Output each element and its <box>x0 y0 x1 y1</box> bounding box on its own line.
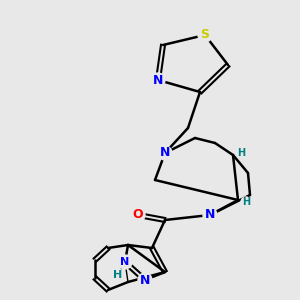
Text: N: N <box>140 274 150 286</box>
Text: O: O <box>133 208 143 221</box>
Circle shape <box>151 73 165 87</box>
Text: N: N <box>120 257 130 267</box>
Text: N: N <box>153 74 163 86</box>
Circle shape <box>203 208 217 222</box>
Circle shape <box>138 273 152 287</box>
Text: H: H <box>237 148 245 158</box>
Circle shape <box>241 197 251 207</box>
Circle shape <box>198 28 212 42</box>
Circle shape <box>158 146 172 160</box>
Text: S: S <box>200 28 209 41</box>
Text: N: N <box>160 146 170 160</box>
Circle shape <box>236 148 246 158</box>
Circle shape <box>118 255 132 269</box>
Text: N: N <box>205 208 215 221</box>
Circle shape <box>131 208 145 222</box>
Circle shape <box>112 269 124 281</box>
Text: H: H <box>242 197 250 207</box>
Text: H: H <box>113 270 123 280</box>
